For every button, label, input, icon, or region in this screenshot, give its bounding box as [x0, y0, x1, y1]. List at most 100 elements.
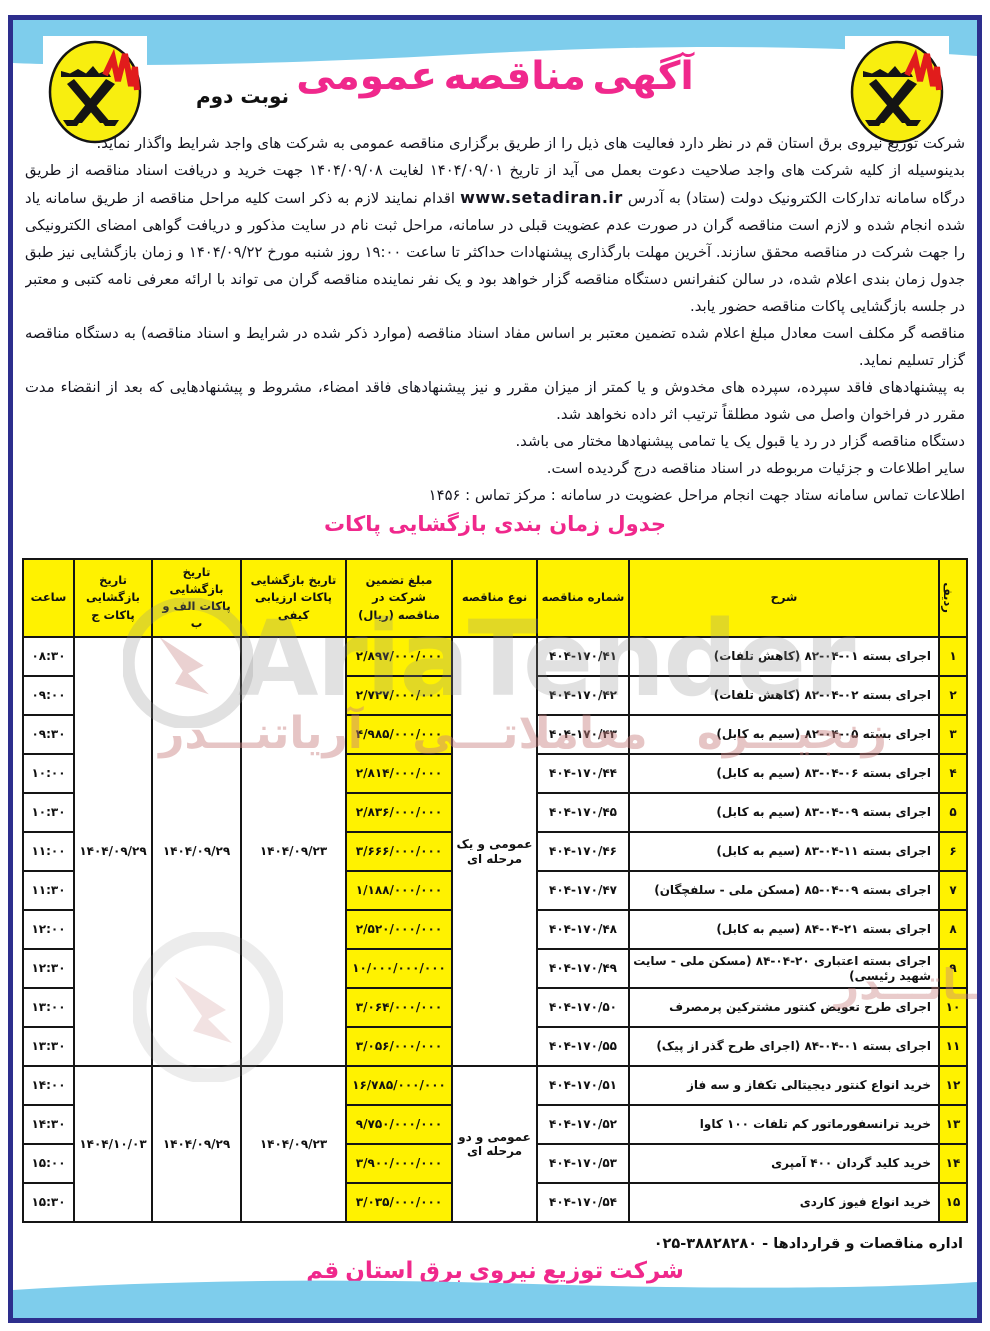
- power-company-logo-right: [845, 36, 949, 148]
- paragraph-intro: شرکت توزیع نیروی برق استان قم در نظر دار…: [96, 135, 965, 152]
- paragraph-rejection: به پیشنهادهای فاقد سپرده، سپرده های مخدو…: [25, 379, 965, 423]
- c-opening-date-cell: ۱۴۰۴/۱۰/۰۳: [73, 1065, 153, 1223]
- table-row: ۱۰ اجرای طرح تعویض کنتور مشترکین پرمصرف ۴۰…: [22, 987, 968, 1028]
- description-cell: اجرای بسته ۰۹-۰۴-۸۵ (مسکن ملی - سلفچگان): [628, 870, 940, 911]
- opening-time-cell: ۱۲:۳۰: [22, 948, 75, 989]
- header-qual-opening-date: تاریخ بازگشایی پاکات ارزیابی کیفی: [240, 558, 347, 638]
- table-row: ۷ اجرای بسته ۰۹-۰۴-۸۵ (مسکن ملی - سلفچگان…: [22, 870, 968, 911]
- row-index-cell: ۴: [938, 753, 968, 794]
- power-company-logo-left: [43, 36, 147, 148]
- electric-power-logo-icon: [48, 40, 142, 144]
- tender-type-cell: عمومی و یک مرحله ای: [451, 636, 538, 1067]
- header-guarantee-amount: مبلغ تضمین شرکت در مناقصه (ریال): [345, 558, 453, 638]
- footer-department-contact: اداره مناقصات و قراردادها - ۳۸۸۲۸۲۸۰-۰۲۵: [653, 1236, 963, 1252]
- opening-time-cell: ۱۴:۰۰: [22, 1065, 75, 1106]
- table-row: ۱۴ خرید کلید گردان ۴۰۰ آمپری ۴۰۴-۱۷۰/۵۳ ۳/۹…: [22, 1143, 968, 1184]
- page-frame: آگهی مناقصه عمومی نوبت دوم شرکت توزیع نی…: [8, 15, 982, 1323]
- page-title: آگهی مناقصه عمومی: [296, 54, 694, 99]
- description-cell: اجرای بسته ۰۹-۰۴-۸۳ (سیم به کابل): [628, 792, 940, 833]
- paragraph-contact: اطلاعات تماس سامانه ستاد جهت انجام مراحل…: [428, 487, 965, 504]
- qual-opening-date-cell: ۱۴۰۴/۰۹/۲۳: [240, 636, 347, 1067]
- tender-number-cell: ۴۰۴-۱۷۰/۴۱: [536, 636, 630, 677]
- opening-time-cell: ۱۳:۳۰: [22, 1026, 75, 1067]
- notice-body: شرکت توزیع نیروی برق استان قم در نظر دار…: [25, 130, 965, 510]
- opening-time-cell: ۱۵:۰۰: [22, 1143, 75, 1184]
- guarantee-amount-cell: ۳/۰۳۵/۰۰۰/۰۰۰: [345, 1182, 453, 1223]
- row-index-cell: ۱۴: [938, 1143, 968, 1184]
- guarantee-amount-cell: ۲/۸۹۷/۰۰۰/۰۰۰: [345, 636, 453, 677]
- guarantee-amount-cell: ۱۰/۰۰۰/۰۰۰/۰۰۰: [345, 948, 453, 989]
- description-cell: خرید کلید گردان ۴۰۰ آمپری: [628, 1143, 940, 1184]
- table-row: ۲ اجرای بسته ۰۲-۰۴-۸۲ (کاهش تلفات) ۴۰۴-۱۷۰…: [22, 675, 968, 716]
- guarantee-amount-cell: ۳/۰۶۴/۰۰۰/۰۰۰: [345, 987, 453, 1028]
- tender-number-cell: ۴۰۴-۱۷۰/۴۸: [536, 909, 630, 950]
- row-index-cell: ۱۵: [938, 1182, 968, 1223]
- table-row: ۹ اجرای بسته اعتباری ۲۰-۰۴-۸۴ (مسکن ملی -…: [22, 948, 968, 989]
- table-row: ۱ اجرای بسته ۰۱-۰۴-۸۲ (کاهش تلفات) ۴۰۴-۱۷۰…: [22, 636, 968, 1067]
- opening-schedule-table: ردیف شرح شماره مناقصه نوع مناقصه مبلغ تض…: [22, 558, 968, 1223]
- header-time: ساعت: [22, 558, 75, 638]
- guarantee-amount-cell: ۳/۹۰۰/۰۰۰/۰۰۰: [345, 1143, 453, 1184]
- row-index-cell: ۲: [938, 675, 968, 716]
- header-ab-opening-date: تاریخ بازگشایی پاکات الف و ب: [151, 558, 242, 638]
- guarantee-amount-cell: ۱/۱۸۸/۰۰۰/۰۰۰: [345, 870, 453, 911]
- guarantee-amount-cell: ۹/۷۵۰/۰۰۰/۰۰۰: [345, 1104, 453, 1145]
- description-cell: اجرای بسته ۲۱-۰۴-۸۴ (سیم به کابل): [628, 909, 940, 950]
- tender-number-cell: ۴۰۴-۱۷۰/۵۳: [536, 1143, 630, 1184]
- schedule-table-wrap: ردیف شرح شماره مناقصه نوع مناقصه مبلغ تض…: [22, 558, 968, 1223]
- opening-time-cell: ۰۸:۳۰: [22, 636, 75, 677]
- guarantee-amount-cell: ۲/۷۲۷/۰۰۰/۰۰۰: [345, 675, 453, 716]
- description-cell: اجرای طرح تعویض کنتور مشترکین پرمصرف: [628, 987, 940, 1028]
- tender-number-cell: ۴۰۴-۱۷۰/۴۲: [536, 675, 630, 716]
- paragraph-guarantee: مناقصه گر مکلف است معادل مبلغ اعلام شده …: [25, 325, 965, 369]
- tender-number-cell: ۴۰۴-۱۷۰/۴۹: [536, 948, 630, 989]
- header-row-index: ردیف: [938, 558, 968, 638]
- table-row: ۸ اجرای بسته ۲۱-۰۴-۸۴ (سیم به کابل) ۴۰۴-۱۷…: [22, 909, 968, 950]
- guarantee-amount-cell: ۳/۰۵۶/۰۰۰/۰۰۰: [345, 1026, 453, 1067]
- guarantee-amount-cell: ۲/۸۳۶/۰۰۰/۰۰۰: [345, 792, 453, 833]
- opening-time-cell: ۱۴:۳۰: [22, 1104, 75, 1145]
- tender-type-cell: عمومی و دو مرحله ای: [451, 1065, 538, 1223]
- row-index-cell: ۳: [938, 714, 968, 755]
- row-index-cell: ۷: [938, 870, 968, 911]
- tender-number-cell: ۴۰۴-۱۷۰/۴۳: [536, 714, 630, 755]
- guarantee-amount-cell: ۱۶/۷۸۵/۰۰۰/۰۰۰: [345, 1065, 453, 1106]
- opening-time-cell: ۱۰:۰۰: [22, 753, 75, 794]
- table-row: ۶ اجرای بسته ۱۱-۰۴-۸۳ (سیم به کابل) ۴۰۴-۱۷…: [22, 831, 968, 872]
- opening-time-cell: ۰۹:۳۰: [22, 714, 75, 755]
- guarantee-amount-cell: ۲/۸۱۴/۰۰۰/۰۰۰: [345, 753, 453, 794]
- description-cell: اجرای بسته ۰۱-۰۴-۸۲ (کاهش تلفات): [628, 636, 940, 677]
- description-cell: اجرای بسته ۰۵-۰۴-۸۲ (سیم به کابل): [628, 714, 940, 755]
- table-row: ۱۱ اجرای بسته ۰۱-۰۴-۸۴ (اجرای طرح گذر از …: [22, 1026, 968, 1067]
- opening-time-cell: ۱۱:۳۰: [22, 870, 75, 911]
- description-cell: خرید انواع کنتور دیجیتالی تکفاز و سه فاز: [628, 1065, 940, 1106]
- ab-opening-date-cell: ۱۴۰۴/۰۹/۲۹: [151, 1065, 242, 1223]
- row-index-cell: ۶: [938, 831, 968, 872]
- opening-time-cell: ۱۰:۳۰: [22, 792, 75, 833]
- ab-opening-date-cell: ۱۴۰۴/۰۹/۲۹: [151, 636, 242, 1067]
- row-index-cell: ۵: [938, 792, 968, 833]
- table-row: ۴ اجرای بسته ۰۶-۰۴-۸۳ (سیم به کابل) ۴۰۴-۱۷…: [22, 753, 968, 794]
- table-row: ۱۵ خرید انواع فیوز کاردی ۴۰۴-۱۷۰/۵۴ ۳/۰۳۵/۰…: [22, 1182, 968, 1223]
- tender-number-cell: ۴۰۴-۱۷۰/۴۵: [536, 792, 630, 833]
- table-row: ۱۳ خرید ترانسفورماتور کم تلفات ۱۰۰ کاوا ۴۰…: [22, 1104, 968, 1145]
- edition-label: نوبت دوم: [196, 84, 290, 108]
- guarantee-amount-cell: ۳/۶۶۶/۰۰۰/۰۰۰: [345, 831, 453, 872]
- row-index-cell: ۹: [938, 948, 968, 989]
- tender-number-cell: ۴۰۴-۱۷۰/۵۱: [536, 1065, 630, 1106]
- paragraph-details: سایر اطلاعات و جزئیات مربوطه در اسناد من…: [546, 460, 965, 477]
- paragraph-discretion: دستگاه مناقصه گزار در رد یا قبول یک یا ت…: [515, 433, 965, 450]
- opening-time-cell: ۱۵:۳۰: [22, 1182, 75, 1223]
- header-tender-number: شماره مناقصه: [536, 558, 630, 638]
- description-cell: اجرای بسته اعتباری ۲۰-۰۴-۸۴ (مسکن ملی - …: [628, 948, 940, 989]
- description-cell: خرید انواع فیوز کاردی: [628, 1182, 940, 1223]
- description-cell: اجرای بسته ۰۱-۰۴-۸۴ (اجرای طرح گذر از پی…: [628, 1026, 940, 1067]
- qual-opening-date-cell: ۱۴۰۴/۰۹/۲۳: [240, 1065, 347, 1223]
- paragraph-instructions: بدینوسیله از کلیه شرکت های واجد صلاحیت د…: [25, 162, 965, 315]
- table-caption: جدول زمان بندی بازگشایی پاکات: [324, 512, 666, 536]
- electric-power-logo-icon: [850, 40, 944, 144]
- table-row: ۳ اجرای بسته ۰۵-۰۴-۸۲ (سیم به کابل) ۴۰۴-۱۷…: [22, 714, 968, 755]
- description-cell: اجرای بسته ۰۶-۰۴-۸۳ (سیم به کابل): [628, 753, 940, 794]
- c-opening-date-cell: ۱۴۰۴/۰۹/۲۹: [73, 636, 153, 1067]
